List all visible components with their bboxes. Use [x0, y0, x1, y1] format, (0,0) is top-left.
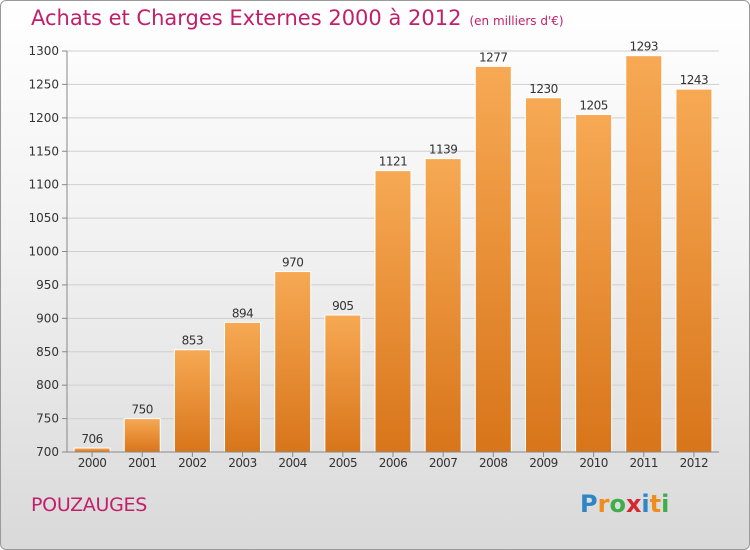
chart-title: Achats et Charges Externes 2000 à 2012 (e…	[31, 6, 564, 30]
bar	[274, 271, 312, 453]
x-tick-label: 2001	[128, 456, 157, 470]
data-label: 905	[332, 299, 353, 313]
data-label: 853	[182, 334, 203, 348]
data-labels: 706 750 853 894 970 905 1121 1139 1277 1230 1205 12…	[81, 40, 708, 446]
y-tick-label: 750	[36, 412, 59, 426]
y-tick-label: 1050	[28, 211, 59, 225]
y-tick-label: 1150	[28, 144, 59, 158]
logo-letter: t	[649, 490, 662, 518]
x-tick-label: 2008	[479, 456, 508, 470]
logo-letter: i	[661, 490, 670, 518]
data-label: 894	[232, 306, 253, 320]
y-axis-ticks: 700 750 800 850 900 950 1000 1050 1100 1150 1200 12…	[28, 44, 67, 459]
bar	[675, 88, 713, 453]
logo-letter: P	[580, 490, 598, 518]
data-label: 1277	[479, 50, 508, 64]
x-tick-label: 2000	[78, 456, 107, 470]
data-label: 1139	[429, 143, 458, 157]
data-label: 750	[132, 403, 153, 417]
y-tick-label: 850	[36, 345, 59, 359]
bar	[424, 158, 462, 453]
data-label: 1230	[529, 82, 558, 96]
y-tick-label: 1000	[28, 245, 59, 259]
logo-letter: x	[625, 490, 642, 518]
x-tick-label: 2002	[178, 456, 207, 470]
proxiti-logo: Proxiti	[580, 490, 669, 518]
data-label: 1243	[680, 73, 709, 87]
x-tick-label: 2007	[429, 456, 458, 470]
bar	[123, 418, 161, 453]
x-axis-ticks: 2000 2001 2002 2003 2004 2005 2006 2007 2008 2009…	[78, 452, 709, 470]
y-tick-label: 950	[36, 278, 59, 292]
bars	[73, 55, 713, 453]
x-tick-label: 2009	[529, 456, 558, 470]
axes	[66, 51, 719, 453]
bar	[575, 113, 613, 453]
x-tick-label: 2004	[278, 456, 307, 470]
bar	[374, 170, 412, 453]
bar	[625, 55, 663, 453]
bar	[73, 447, 111, 453]
data-label: 970	[282, 256, 303, 270]
y-tick-label: 1250	[28, 77, 59, 91]
x-tick-label: 2010	[579, 456, 608, 470]
data-label: 1293	[629, 40, 658, 54]
city-name: POUZAUGES	[31, 494, 147, 516]
x-tick-label: 2011	[629, 456, 658, 470]
bar	[524, 97, 562, 453]
chart-subtitle: (en milliers d'€)	[469, 14, 564, 28]
x-tick-label: 2003	[228, 456, 257, 470]
y-tick-label: 1100	[28, 178, 59, 192]
x-tick-label: 2006	[379, 456, 408, 470]
logo-letter: r	[597, 490, 610, 518]
bar	[173, 349, 211, 453]
bar	[224, 321, 262, 453]
data-label: 1121	[379, 155, 408, 169]
logo-letter: i	[641, 490, 650, 518]
x-tick-label: 2012	[680, 456, 709, 470]
y-tick-label: 800	[36, 378, 59, 392]
y-tick-label: 1300	[28, 44, 59, 58]
y-tick-label: 700	[36, 445, 59, 459]
y-tick-label: 900	[36, 311, 59, 325]
bar	[324, 314, 362, 453]
chart-title-text: Achats et Charges Externes 2000 à 2012	[31, 6, 462, 30]
bar	[474, 65, 512, 453]
y-tick-label: 1200	[28, 111, 59, 125]
logo-letter: o	[609, 490, 626, 518]
data-label: 1205	[579, 98, 608, 112]
x-tick-label: 2005	[329, 456, 358, 470]
data-label: 706	[81, 432, 102, 446]
